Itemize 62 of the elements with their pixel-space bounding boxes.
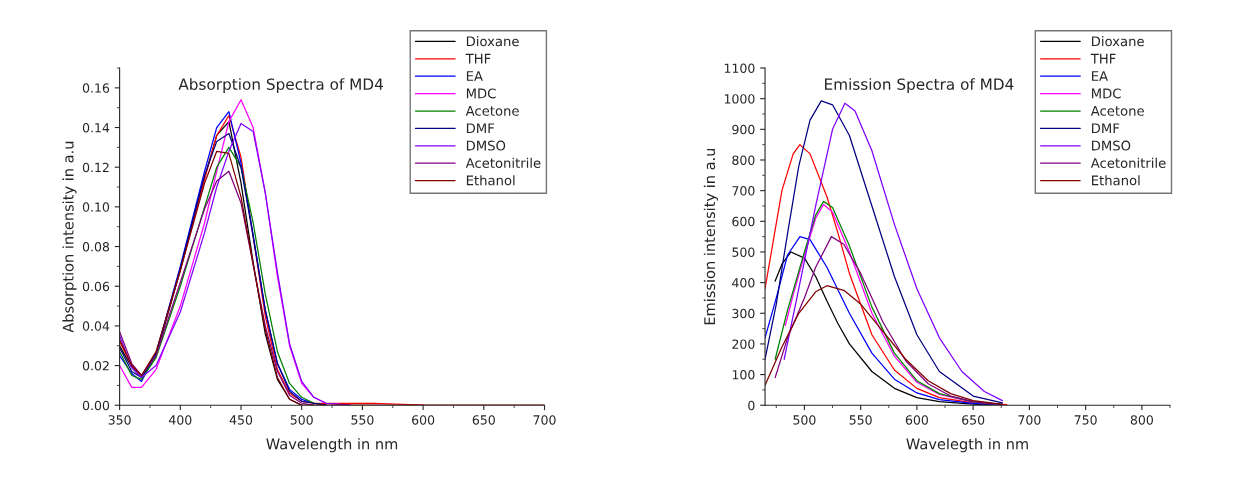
legend-label: MDC xyxy=(466,88,496,99)
legend-label: DMSO xyxy=(466,140,506,151)
x-tick-label: 700 xyxy=(1018,415,1041,425)
legend-label: Acetonitrile xyxy=(1090,157,1166,168)
legend-label: THF xyxy=(465,53,491,64)
x-tick-label: 650 xyxy=(962,415,985,425)
legend-label: Ethanol xyxy=(1092,175,1140,186)
y-tick-label: 900 xyxy=(732,124,755,135)
y-tick-label: 0.00 xyxy=(82,400,110,411)
legend-label: EA xyxy=(466,71,483,81)
x-tick-label: 650 xyxy=(472,415,495,425)
legend-label: DMSO xyxy=(1092,140,1131,151)
y-tick-label: 600 xyxy=(732,216,755,227)
x-tick-label: 550 xyxy=(849,415,872,425)
y-tick-label: 0.14 xyxy=(82,123,110,133)
legend-label: Dioxane xyxy=(466,36,519,47)
y-tick-label: 500 xyxy=(732,247,755,257)
legend-label: DMF xyxy=(1092,123,1120,134)
legend-label: Acetone xyxy=(1090,106,1144,116)
legend-label: MDC xyxy=(1092,88,1121,99)
legend-label: Acetone xyxy=(465,106,519,116)
x-axis-title: Wavelegth in nm xyxy=(906,438,1028,453)
legend-label: Acetonitrile xyxy=(465,157,541,168)
legend-label: DMF xyxy=(466,123,494,134)
text: Emission Spectra of MD4 xyxy=(825,78,1014,93)
line-series xyxy=(765,285,1004,405)
x-tick-label: 600 xyxy=(905,415,928,425)
x-tick-label: 700 xyxy=(533,415,556,425)
legend-label: EA xyxy=(1092,71,1108,81)
x-axis-title: Wavelength in nm xyxy=(266,438,398,453)
y-tick-label: 700 xyxy=(732,186,755,196)
y-tick-label: 100 xyxy=(732,370,755,380)
x-tick-label: 550 xyxy=(351,415,374,425)
x-tick-label: 750 xyxy=(1074,415,1097,425)
y-tick-label: 1000 xyxy=(724,94,755,104)
y-axis-title: Emission intensity in a.u xyxy=(703,148,718,325)
x-tick-label: 450 xyxy=(229,415,253,425)
legend-label: THF xyxy=(1090,53,1116,64)
y-tick-label: 0.04 xyxy=(82,321,110,331)
y-tick-label: 0.16 xyxy=(82,83,110,93)
y-tick-label: 0.10 xyxy=(82,202,110,212)
y-tick-label: 200 xyxy=(732,339,755,349)
y-axis-title: Absorption intensity in a.u xyxy=(62,141,77,333)
x-tick-label: 500 xyxy=(793,415,816,425)
legend-label: Dioxane xyxy=(1092,36,1144,47)
y-tick-label: 400 xyxy=(732,278,755,288)
y-tick-label: 0.12 xyxy=(82,162,109,173)
y-tick-label: 300 xyxy=(732,308,755,319)
y-tick-label: 0.02 xyxy=(82,361,109,371)
y-tick-label: 0 xyxy=(748,400,755,411)
text: Absorption Spectra of MD4 xyxy=(178,78,383,93)
x-tick-label: 500 xyxy=(290,415,313,425)
y-tick-label: 0.08 xyxy=(82,242,110,252)
y-tick-label: 0.06 xyxy=(82,281,110,292)
x-tick-label: 350 xyxy=(108,415,131,425)
y-tick-label: 800 xyxy=(732,155,755,165)
x-tick-label: 800 xyxy=(1130,415,1153,425)
legend-label: Ethanol xyxy=(466,175,515,186)
line-series xyxy=(765,144,1008,406)
y-tick-label: 1100 xyxy=(724,63,755,73)
x-tick-label: 400 xyxy=(169,415,192,425)
x-tick-label: 600 xyxy=(412,415,435,425)
